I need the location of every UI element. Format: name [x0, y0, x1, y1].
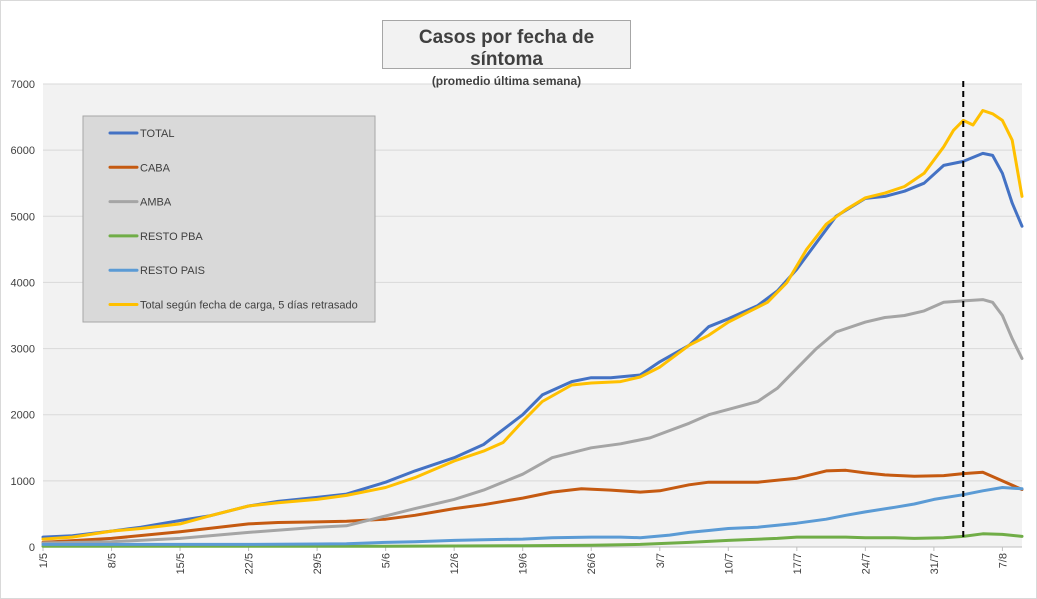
- x-tick-label: 3/7: [655, 553, 667, 568]
- y-tick-label: 0: [29, 542, 35, 554]
- y-tick-label: 6000: [11, 145, 35, 157]
- y-tick-label: 2000: [11, 410, 35, 422]
- x-tick-label: 7/8: [997, 553, 1009, 568]
- y-tick-label: 5000: [11, 211, 35, 223]
- x-tick-label: 31/7: [929, 553, 941, 574]
- x-tick-label: 15/5: [175, 553, 187, 574]
- chart-subtitle: (promedio última semana): [431, 74, 582, 88]
- legend-label-0: TOTAL: [140, 128, 174, 140]
- x-tick-label: 8/5: [107, 553, 119, 568]
- y-tick-label: 3000: [11, 344, 35, 356]
- legend-box: [82, 115, 376, 323]
- legend-label-5: Total según fecha de carga, 5 días retra…: [140, 300, 358, 312]
- x-tick-label: 17/7: [792, 553, 804, 574]
- x-tick-label: 12/6: [449, 553, 461, 574]
- series-line-3: [41, 532, 1024, 548]
- series-line-2: [41, 298, 1024, 545]
- chart-title-box: Casos por fecha de síntoma (promedio últ…: [382, 20, 631, 88]
- legend-label-1: CABA: [140, 162, 171, 174]
- chart-title: Casos por fecha de síntoma: [418, 27, 595, 70]
- x-tick-label: 29/5: [312, 553, 324, 574]
- x-tick-label: 26/6: [586, 553, 598, 574]
- series-line-1: [41, 468, 1024, 544]
- series-line-5: [41, 109, 1024, 541]
- x-tick-label: 5/6: [381, 553, 393, 568]
- x-tick-label: 1/5: [38, 553, 50, 568]
- legend-label-3: RESTO PBA: [140, 231, 203, 243]
- x-tick-label: 24/7: [860, 553, 872, 574]
- series-line-4: [41, 486, 1024, 546]
- x-tick-label: 10/7: [723, 553, 735, 574]
- y-tick-label: 4000: [11, 277, 35, 289]
- y-tick-label: 1000: [11, 476, 35, 488]
- y-tick-label: 7000: [11, 79, 35, 91]
- legend-label-2: AMBA: [140, 197, 172, 209]
- legend-label-4: RESTO PAIS: [140, 265, 205, 277]
- x-tick-label: 22/5: [244, 553, 256, 574]
- x-tick-label: 19/6: [518, 553, 530, 574]
